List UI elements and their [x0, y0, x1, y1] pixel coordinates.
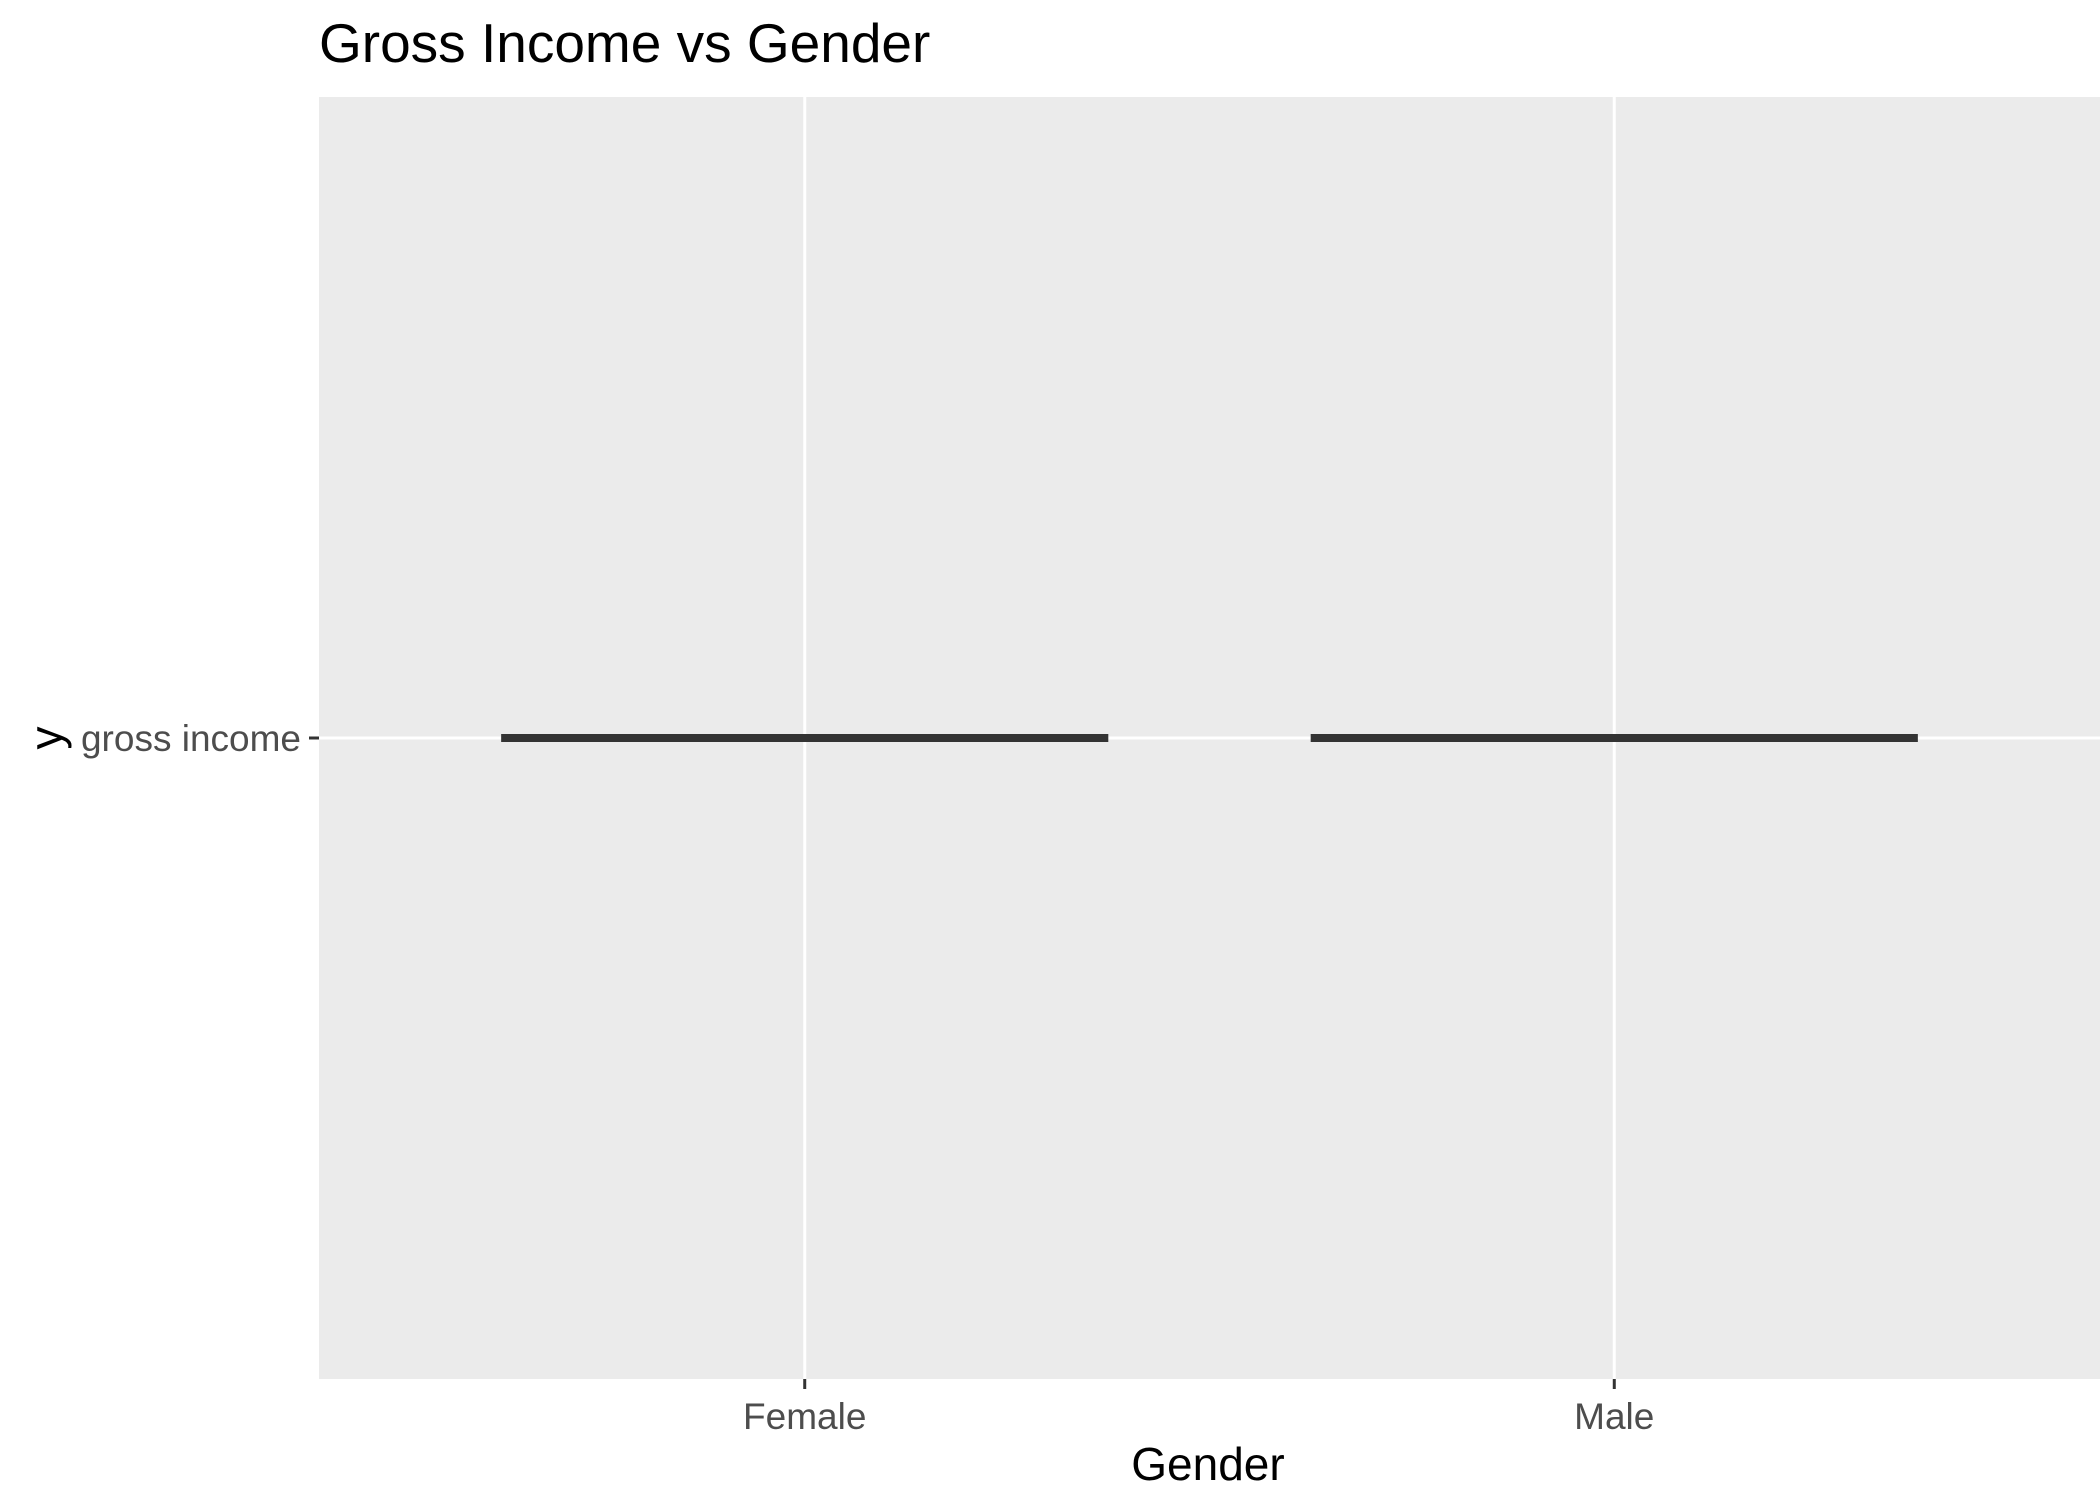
x-axis-title: Gender: [1131, 1438, 1284, 1490]
chart-title: Gross Income vs Gender: [319, 12, 930, 74]
x-tick-label: Male: [1574, 1396, 1654, 1437]
ticks: Female Male gross income: [81, 718, 1654, 1437]
y-tick-label: gross income: [81, 718, 301, 759]
x-tick-label: Female: [743, 1396, 866, 1437]
y-axis-title: y: [20, 727, 72, 750]
